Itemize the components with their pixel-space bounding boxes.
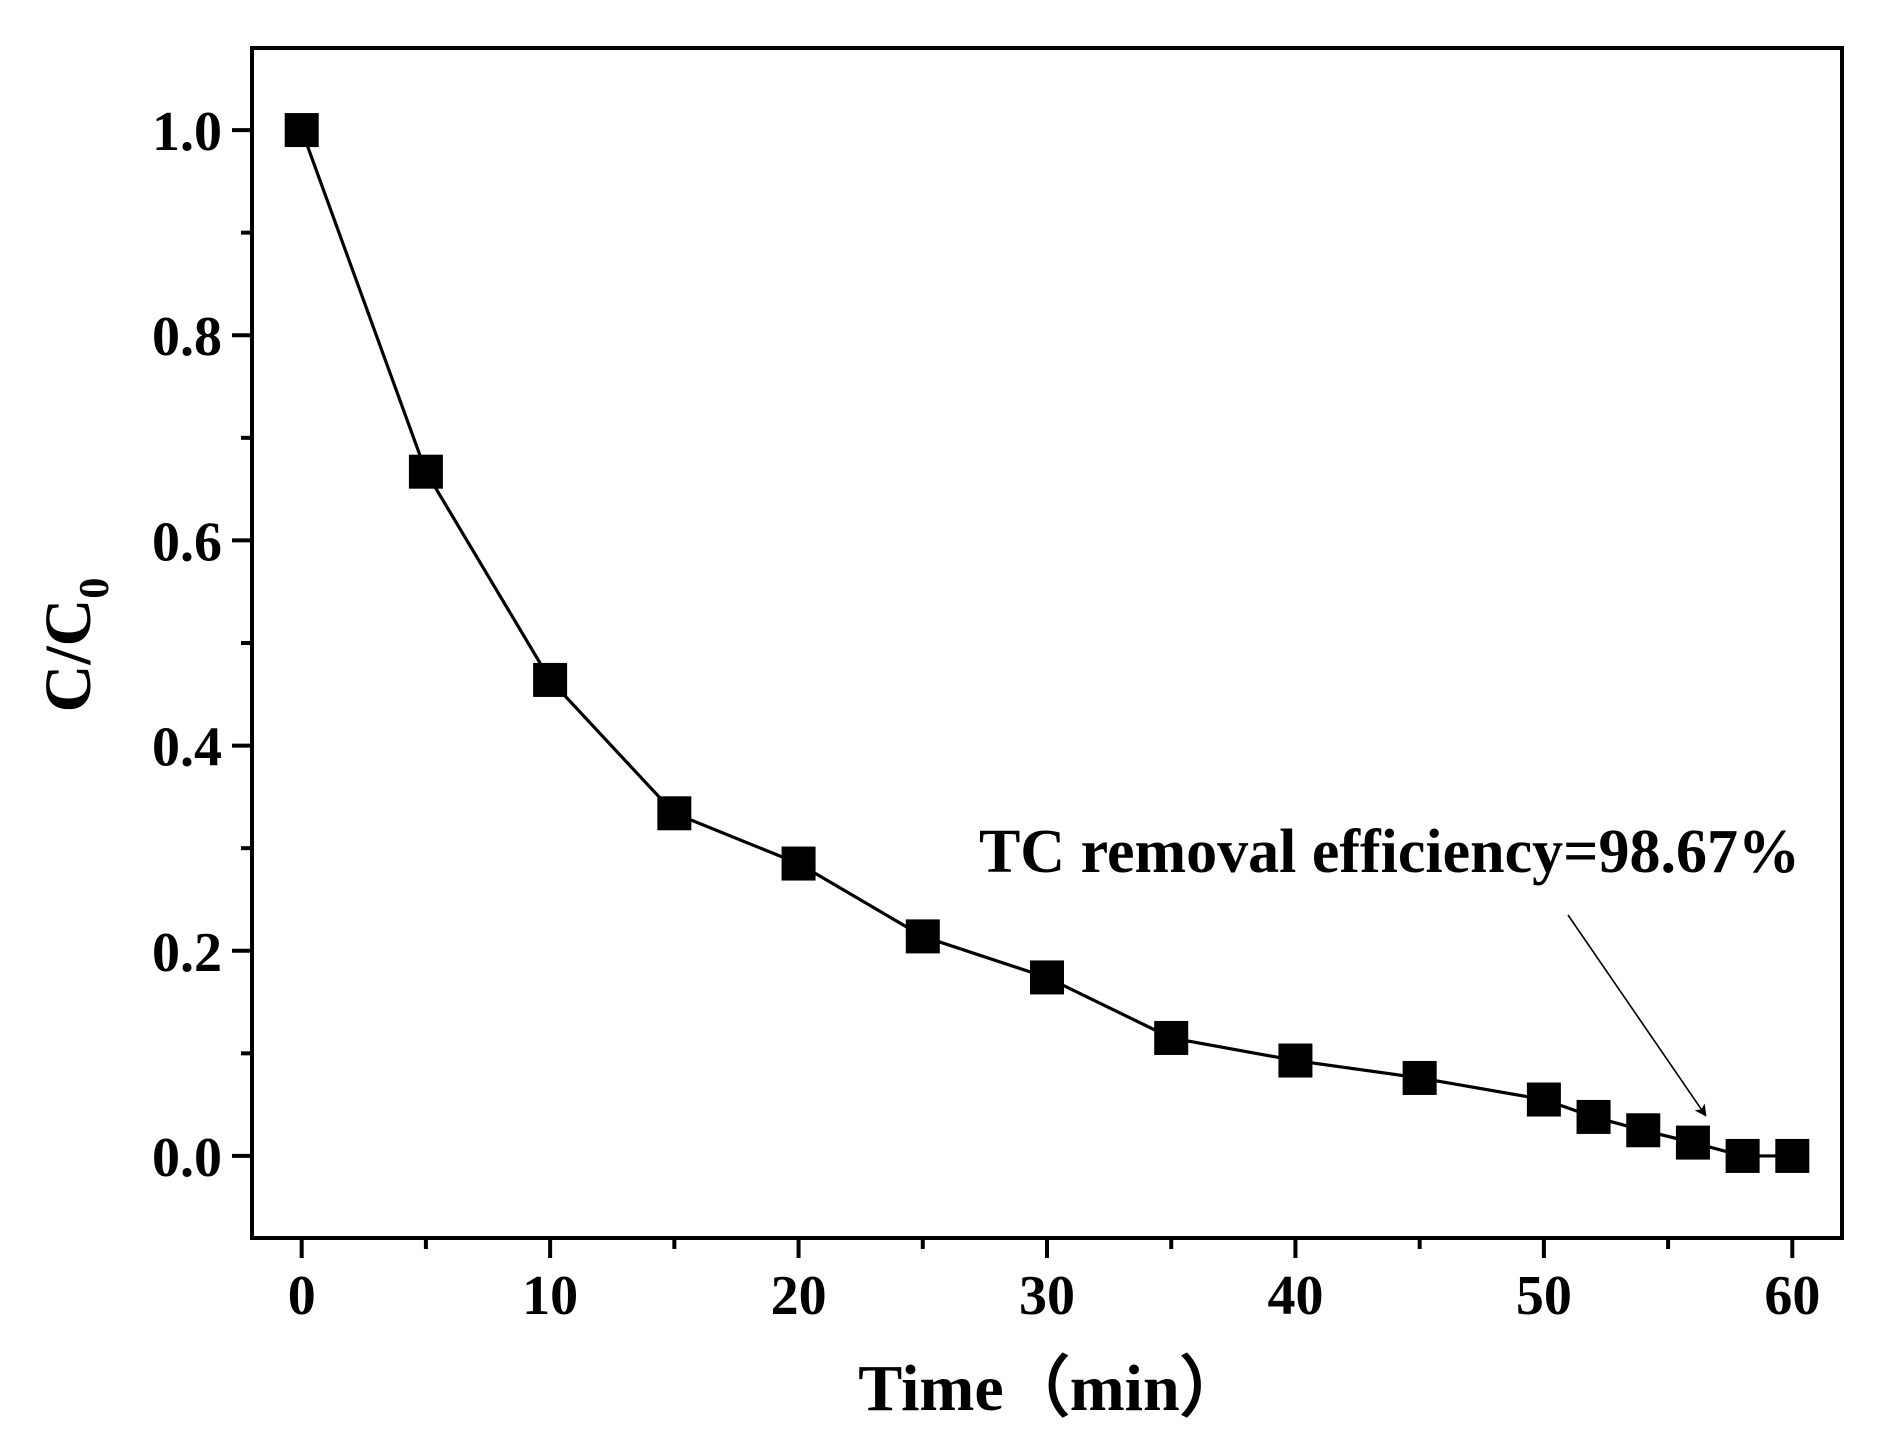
data-point [1576, 1099, 1611, 1134]
tick-labels-layer: 0 10 20 30 40 50 60 0.0 0.2 0.4 0.6 0.8 1.0 [152, 101, 1820, 1327]
y-tick-label: 0.2 [152, 922, 222, 984]
data-point [781, 846, 816, 881]
y-tick-label: 0.8 [152, 306, 222, 368]
x-tick-label: 40 [1267, 1265, 1323, 1327]
x-tick-label: 0 [288, 1265, 316, 1327]
y-tick-label: 0.4 [152, 717, 222, 779]
data-point [1626, 1113, 1661, 1148]
data-point [284, 113, 319, 148]
x-tick-label: 10 [522, 1265, 578, 1327]
x-tick-label: 30 [1019, 1265, 1075, 1327]
data-point [1402, 1060, 1437, 1095]
annotation-text: TC removal efficiency=98.67% [979, 818, 1800, 886]
plot-frame [250, 46, 1844, 1240]
x-tick-label: 60 [1764, 1265, 1820, 1327]
data-point [533, 662, 568, 697]
data-point [1675, 1125, 1710, 1160]
data-point [1278, 1043, 1313, 1078]
y-axis-title: C/C0 [32, 578, 118, 713]
x-tick-label: 50 [1516, 1265, 1572, 1327]
annotation-arrow [1567, 914, 1707, 1117]
data-point [1030, 960, 1064, 995]
ticks-layer [232, 128, 1795, 1258]
y-tick-label: 1.0 [152, 101, 222, 163]
x-tick-label: 20 [771, 1265, 827, 1327]
y-tick-label: 0.0 [152, 1127, 222, 1189]
annotation-layer: TC removal efficiency=98.67% [979, 818, 1800, 1117]
series-layer [284, 113, 1810, 1173]
data-point [905, 919, 940, 954]
data-point [1775, 1138, 1810, 1173]
data-point [1725, 1138, 1760, 1173]
x-axis-title: Time（min） [858, 1351, 1245, 1425]
y-tick-label: 0.6 [152, 511, 222, 573]
data-point [1154, 1020, 1189, 1055]
data-point [1526, 1082, 1561, 1117]
y-axis-title-subscript: 0 [72, 578, 118, 599]
series-line [300, 129, 1793, 1158]
y-axis-title-main: C/C [32, 599, 105, 713]
data-point [408, 454, 443, 489]
data-point [657, 796, 692, 831]
